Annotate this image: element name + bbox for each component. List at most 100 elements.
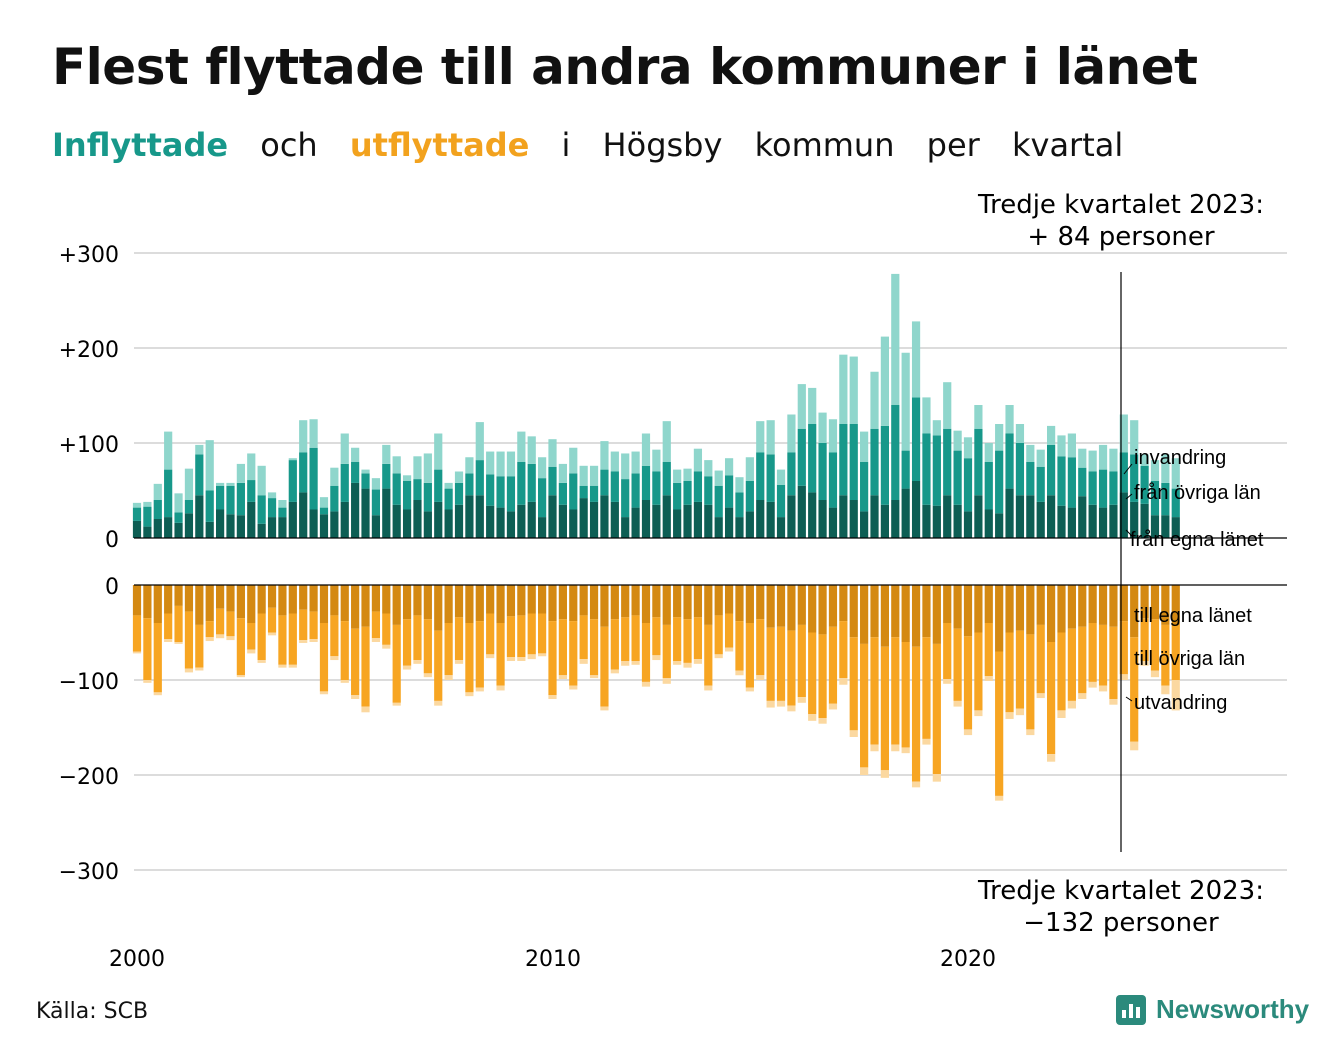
inflow-bar-invandring [517, 431, 526, 462]
inflow-bar-ovriga [1150, 481, 1160, 516]
inflow-bar-egna [974, 495, 983, 538]
subtitle-word: i [561, 126, 571, 164]
inflow-bar-invandring [662, 421, 671, 462]
inflow-bar-ovriga [735, 492, 744, 518]
inflow-bar-egna [652, 504, 661, 538]
outflow-bar-ovriga [641, 623, 651, 682]
outflow-bar-utvandring [610, 669, 619, 674]
outflow-bar-ovriga [299, 609, 308, 641]
outflow-bar-utvandring [236, 675, 245, 678]
outflow-bar-ovriga [413, 615, 422, 661]
inflow-bar-ovriga [787, 452, 796, 496]
inflow-bar-ovriga [828, 452, 838, 508]
outflow-bar-egna [943, 585, 952, 623]
inflow-bar-egna [382, 488, 391, 538]
inflow-bar-ovriga [693, 471, 703, 502]
inflow-bar-invandring [641, 433, 651, 466]
inflow-bar-egna [236, 515, 245, 538]
outflow-bar-egna [174, 585, 183, 606]
outflow-bar-egna [953, 585, 962, 629]
outflow-bar-utvandring [963, 729, 973, 736]
inflow-bar-ovriga [195, 454, 204, 496]
inflow-bar-ovriga [631, 473, 640, 508]
inflow-bar-egna [673, 509, 682, 538]
y-tick-label: +200 [59, 338, 119, 363]
inflow-bar-ovriga [953, 450, 962, 505]
outflow-bar-ovriga [631, 615, 640, 661]
inflow-bar-ovriga [995, 450, 1004, 514]
inflow-bar-invandring [839, 354, 848, 424]
outflow-bar-egna [486, 585, 495, 614]
outflow-bar-ovriga [766, 627, 775, 701]
outflow-bar-egna [849, 585, 858, 638]
inflow-bar-invandring [756, 421, 765, 453]
inflow-bar-invandring [891, 273, 900, 405]
inflow-bar-ovriga [870, 428, 879, 496]
inflow-bar-invandring [1140, 454, 1149, 466]
outflow-bar-ovriga [278, 615, 287, 665]
inflow-bar-ovriga [610, 471, 619, 502]
outflow-bar-utvandring [434, 700, 443, 706]
inflow-bar-egna [787, 495, 796, 538]
inflow-bar-invandring [724, 458, 734, 476]
inflow-bar-ovriga [932, 435, 941, 506]
outflow-bar-egna [1150, 585, 1160, 620]
outflow-bar-ovriga [216, 608, 225, 635]
outflow-bar-ovriga [828, 626, 838, 704]
outflow-bar-ovriga [454, 617, 464, 661]
inflow-bar-ovriga [402, 481, 412, 510]
inflow-bar-invandring [1036, 449, 1045, 467]
outflow-bar-ovriga [870, 637, 879, 745]
inflow-bar-ovriga [361, 473, 370, 489]
outflow-bar-utvandring [548, 695, 557, 699]
outflow-bar-utvandring [382, 644, 391, 649]
outflow-bar-egna [1047, 585, 1056, 642]
inflow-bar-invandring [995, 424, 1004, 451]
outflow-bar-egna [558, 585, 567, 620]
outflow-bar-egna [1088, 585, 1097, 623]
inflow-bar-invandring [1130, 420, 1139, 455]
outflow-bar-ovriga [164, 613, 173, 640]
y-tick-label: 0 [105, 575, 119, 600]
newsworthy-logo[interactable]: Newsworthy [1116, 994, 1309, 1025]
inflow-bar-invandring [1119, 414, 1128, 453]
logo-text: Newsworthy [1156, 994, 1310, 1024]
inflow-bar-invandring [621, 453, 630, 480]
inflow-bar-egna [600, 495, 609, 538]
inflow-bar-ovriga [340, 463, 349, 502]
outflow-bar-ovriga [1150, 619, 1160, 671]
outflow-bar-egna [756, 585, 765, 620]
outflow-bar-egna [828, 585, 838, 627]
outflow-bar-egna [724, 585, 734, 614]
outflow-bar-utvandring [174, 642, 183, 644]
outflow-bar-utvandring [1150, 670, 1160, 678]
inflow-bar-ovriga [132, 507, 142, 521]
inflow-bar-egna [517, 504, 526, 538]
inflow-bar-invandring [143, 501, 152, 507]
outflow-bar-egna [299, 585, 308, 610]
outflow-bar-ovriga [247, 623, 256, 650]
outflow-bar-egna [704, 585, 713, 625]
outflow-bar-utvandring [901, 747, 910, 754]
outflow-bar-ovriga [880, 646, 889, 771]
outflow-bar-utvandring [299, 640, 308, 643]
outflow-bar-utvandring [891, 744, 900, 752]
inflow-bar-ovriga [164, 469, 173, 518]
inflow-bar-ovriga [714, 485, 723, 518]
outflow-bar-egna [984, 585, 993, 623]
inflow-bar-invandring [475, 422, 484, 461]
outflow-bar-ovriga [756, 619, 765, 676]
axes: +300 +200 +100 0 0 −100 −200 −300 2000 2… [59, 243, 1287, 972]
outflow-bar-ovriga [205, 621, 214, 638]
x-tick-label: 2010 [525, 947, 581, 972]
inflow-bar-invandring [236, 463, 245, 483]
outflow-bar-ovriga [195, 624, 204, 668]
inflow-bar-ovriga [413, 479, 422, 500]
outflow-bar-ovriga [901, 642, 910, 748]
inflow-bar-ovriga [486, 474, 495, 506]
inflow-bar-egna [351, 482, 360, 538]
inflow-bar-egna [776, 517, 786, 538]
outflow-bar-ovriga [1005, 632, 1014, 713]
outflow-bar-ovriga [226, 611, 235, 637]
inflow-bar-ovriga [1130, 454, 1139, 502]
